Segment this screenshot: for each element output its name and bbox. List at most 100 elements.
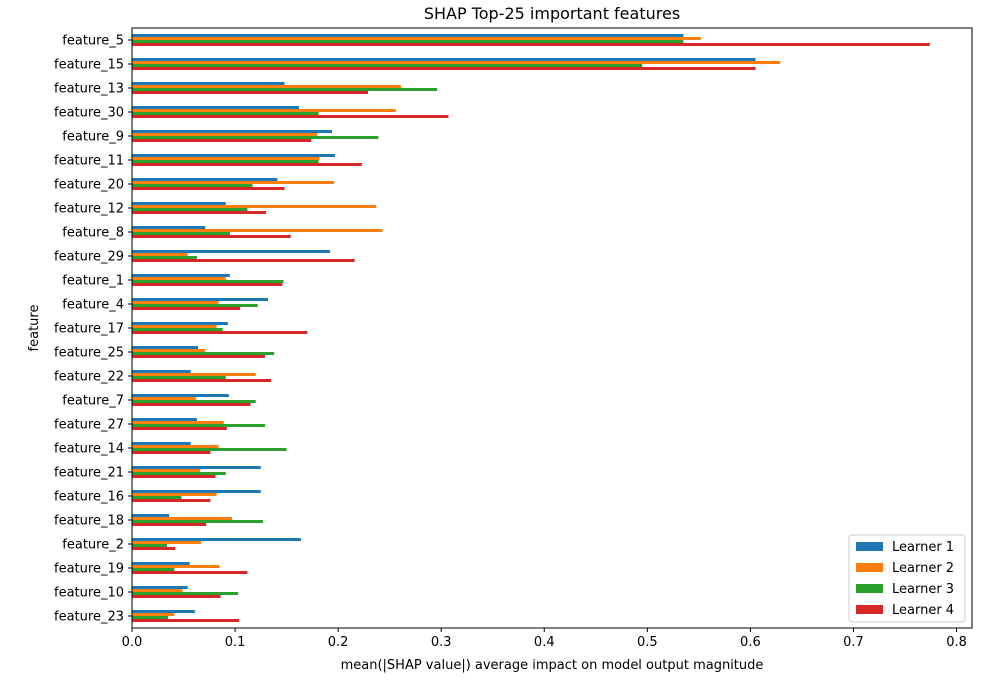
plot-frame	[131, 27, 973, 629]
bar	[132, 394, 229, 397]
bar	[132, 133, 318, 136]
bar	[132, 58, 756, 61]
y-tick-label: feature_20	[54, 178, 124, 193]
y-tick-label: feature_7	[62, 394, 124, 409]
bar	[132, 418, 197, 421]
bar	[132, 250, 330, 253]
bar	[132, 256, 197, 259]
bars-group	[132, 34, 930, 622]
bar	[132, 496, 182, 499]
bar	[132, 613, 175, 616]
y-axis: feature_5 feature_15 feature_13 feature_30f…	[54, 34, 132, 625]
x-tick-label: 0.6	[740, 635, 761, 650]
bar	[132, 235, 291, 238]
legend-swatch	[856, 584, 883, 593]
bar	[132, 466, 261, 469]
bar	[132, 442, 191, 445]
bar	[132, 205, 377, 208]
y-tick-label: feature_11	[54, 154, 124, 169]
bar	[132, 82, 285, 85]
y-tick-label: feature_4	[62, 298, 124, 313]
x-tick-label: 0.0	[122, 635, 143, 650]
bar	[132, 154, 336, 157]
bar	[132, 109, 396, 112]
bar	[132, 67, 756, 70]
bar	[132, 493, 217, 496]
bar	[132, 541, 202, 544]
bar	[132, 298, 269, 301]
x-tick-label: 0.7	[843, 635, 864, 650]
legend-label: Learner 2	[892, 561, 954, 576]
bar	[132, 136, 379, 139]
bar	[132, 226, 206, 229]
bar	[132, 397, 196, 400]
bar	[132, 139, 312, 142]
chart-title: SHAP Top-25 important features	[424, 4, 680, 23]
bar	[132, 331, 308, 334]
bar	[132, 253, 188, 256]
y-axis-label: feature	[27, 305, 42, 352]
x-tick-label: 0.5	[637, 635, 658, 650]
bar	[132, 43, 930, 46]
bar	[132, 307, 241, 310]
y-tick-label: feature_8	[62, 226, 124, 241]
bar	[132, 595, 221, 598]
bar	[132, 91, 369, 94]
bar	[132, 130, 332, 133]
bar	[132, 565, 220, 568]
bar	[132, 283, 283, 286]
bar	[132, 208, 248, 211]
bar	[132, 475, 216, 478]
y-tick-label: feature_23	[54, 610, 124, 625]
bar	[132, 346, 198, 349]
x-tick-label: 0.2	[328, 635, 349, 650]
y-tick-label: feature_14	[54, 442, 124, 457]
bar	[132, 616, 169, 619]
bar	[132, 187, 285, 190]
bar	[132, 538, 302, 541]
y-tick-label: feature_12	[54, 202, 124, 217]
bar	[132, 328, 223, 331]
bar	[132, 280, 284, 283]
bar	[132, 232, 230, 235]
legend-label: Learner 4	[892, 603, 954, 618]
bar	[132, 352, 275, 355]
y-tick-label: feature_5	[62, 34, 124, 49]
y-tick-label: feature_13	[54, 82, 124, 97]
bar	[132, 301, 219, 304]
bar	[132, 274, 230, 277]
bar	[132, 322, 228, 325]
bar	[132, 517, 232, 520]
bar	[132, 64, 643, 67]
bar	[132, 589, 183, 592]
bar	[132, 472, 226, 475]
y-tick-label: feature_16	[54, 490, 124, 505]
x-tick-label: 0.8	[946, 635, 967, 650]
y-tick-label: feature_22	[54, 370, 124, 385]
legend-swatch	[856, 605, 883, 614]
bar	[132, 499, 211, 502]
y-tick-label: feature_19	[54, 562, 124, 577]
y-tick-label: feature_10	[54, 586, 124, 601]
bar	[132, 571, 248, 574]
y-tick-label: feature_15	[54, 58, 124, 73]
bar	[132, 202, 226, 205]
y-tick-label: feature_1	[62, 274, 124, 289]
bar	[132, 37, 701, 40]
bar	[132, 400, 256, 403]
bar	[132, 586, 188, 589]
y-tick-label: feature_21	[54, 466, 124, 481]
bar	[132, 355, 265, 358]
bar	[132, 163, 362, 166]
bar	[132, 325, 217, 328]
bar	[132, 61, 781, 64]
bar	[132, 370, 191, 373]
bar	[132, 490, 261, 493]
bar	[132, 277, 226, 280]
bar	[132, 211, 266, 214]
bar	[132, 178, 278, 181]
bar	[132, 445, 219, 448]
legend-label: Learner 1	[892, 540, 954, 555]
bar	[132, 160, 319, 163]
bar	[132, 469, 201, 472]
